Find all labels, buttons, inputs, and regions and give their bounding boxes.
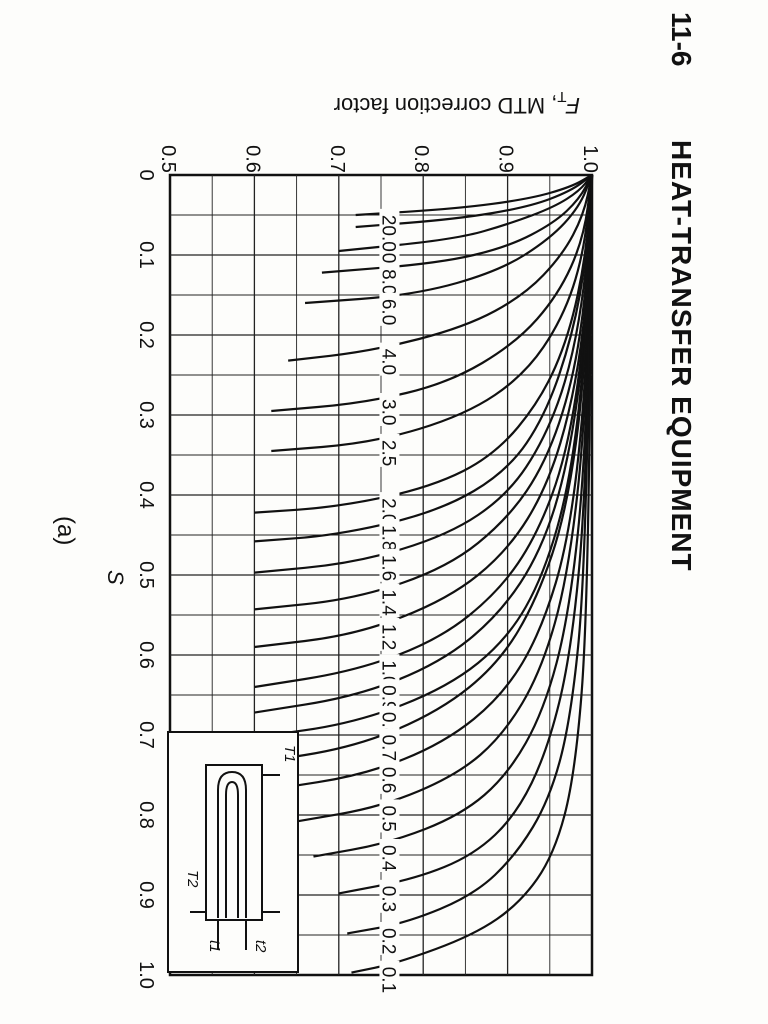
x-tick-label: 1.0 (135, 961, 157, 989)
y-axis-label: FT, MTD correction factor (334, 88, 580, 118)
curve-label-bg (379, 654, 400, 688)
curve-r-2.5 (271, 174, 594, 453)
curve-label-bg (379, 548, 400, 582)
inset-label-t1: t1 (206, 940, 223, 953)
curve-r-0.6 (271, 174, 594, 791)
curve-label-bg (379, 728, 400, 762)
x-axis-label: S (103, 570, 128, 585)
curve-label: 4.0 (377, 349, 398, 375)
inset-label-t2: t2 (252, 940, 269, 953)
x-tick-label: 0.7 (135, 721, 157, 749)
curve-label-bg (379, 839, 400, 872)
y-tick-label: 0.6 (241, 145, 263, 173)
x-tick-label: 0.4 (135, 481, 157, 509)
curve-label-bg (379, 519, 400, 552)
curve-label-bg (379, 292, 400, 326)
y-tick-label: 0.9 (495, 145, 517, 173)
curve-label: 0.1 (377, 967, 398, 993)
curve-label-bg (379, 879, 400, 913)
curve-label: 0.2 (377, 928, 398, 954)
curve-label-bg (379, 760, 400, 794)
curve-label-bg (379, 679, 400, 713)
curve-label: 20.0 (377, 215, 398, 252)
y-tick-label: 0.8 (410, 145, 432, 173)
curve-label-bg (379, 208, 400, 253)
curve-label: 0.4 (377, 845, 398, 872)
curve-label: 0.9 (377, 685, 398, 711)
curve-label: 0.5 (377, 805, 398, 831)
curve-label: 2.5 (377, 440, 398, 466)
curve-label-bg (379, 433, 400, 467)
y-tick-label: 0.7 (326, 145, 348, 173)
curve-label: 6.0 (377, 299, 398, 325)
x-tick-label: 0.2 (135, 321, 157, 349)
curve-label-bg (379, 393, 400, 426)
x-tick-label: 0.6 (135, 641, 157, 669)
x-tick-label: 0.9 (135, 881, 157, 909)
curve-label-bg (379, 342, 400, 376)
curve-label: 1.4 (377, 589, 398, 616)
curve-r-6.0 (304, 174, 594, 305)
y-tick-label: 1.0 (579, 145, 601, 173)
x-tick-labels: 0 0.1 0.2 0.3 0.4 0.5 0.6 0.7 0.8 0.9 1.0 (135, 169, 157, 988)
curve-label: 3.0 (377, 399, 398, 425)
curve-label: 1.6 (377, 555, 398, 581)
curve-r-8.0 (321, 174, 593, 274)
x-tick-label: 0.5 (135, 561, 157, 589)
curve-label-bg (379, 921, 400, 955)
curve-label-bg (379, 799, 400, 833)
curve-r-10.0 (338, 174, 593, 253)
panel-label: (a) (52, 516, 79, 545)
curve-label: 0.7 (377, 735, 398, 761)
curve-label: 2.0 (377, 498, 398, 524)
inset-label-T2: T2 (184, 870, 201, 888)
curve-label: 0.3 (377, 886, 398, 912)
inset-label-T1: T1 (281, 745, 298, 763)
curve-r-4.0 (288, 174, 594, 362)
section-number: 11-6 (666, 12, 697, 67)
curve-label: 1.2 (377, 624, 398, 650)
x-tick-label: 0 (135, 169, 157, 180)
shell-outline (205, 764, 263, 921)
x-tick-label: 0.8 (135, 801, 157, 829)
curve-r-0.1 (351, 174, 594, 974)
tube-pass-inner (225, 780, 239, 918)
curve-label: 0.6 (377, 767, 398, 793)
curve-r-0.2 (347, 174, 594, 935)
curve-label-bg (379, 263, 400, 297)
curve-label-bg (379, 617, 400, 651)
page-title: HEAT-TRANSFER EQUIPMENT (666, 140, 697, 572)
curve-label-bg (379, 960, 400, 994)
curve-r-20.0 (355, 174, 593, 217)
curve-label-bg (379, 583, 400, 617)
x-tick-label: 0.1 (135, 241, 157, 269)
tube-pass (217, 770, 247, 918)
exchanger-schematic: T1 t2 T2 t1 (167, 731, 299, 973)
curve-label: 8.0 (377, 269, 398, 295)
inset-box (167, 731, 299, 973)
curve-label: 1.8 (377, 525, 398, 551)
x-tick-label: 0.3 (135, 401, 157, 429)
y-tick-labels: 0.5 0.6 0.7 0.8 0.9 1.0 (157, 145, 601, 173)
curves (254, 174, 594, 974)
y-tick-label: 0.5 (157, 145, 179, 173)
curve-labels: R= 10.015.020.08.06.04.03.02.52.01.81.61… (377, 208, 400, 994)
curve-label-bg (379, 492, 400, 526)
